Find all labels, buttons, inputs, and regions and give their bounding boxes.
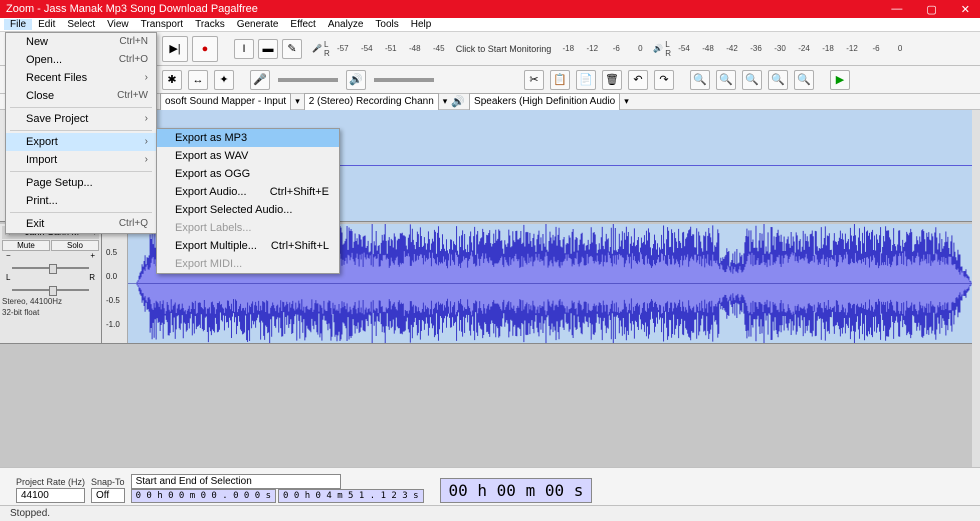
project-rate-select[interactable]: 44100 bbox=[16, 488, 85, 503]
rec-channels-select[interactable]: 2 (Stereo) Recording Chann bbox=[304, 93, 439, 111]
title-bar: Zoom - Jass Manak Mp3 Song Download Paga… bbox=[0, 0, 980, 18]
snap-to-select[interactable]: Off bbox=[91, 488, 125, 503]
timeshift-tool-icon[interactable]: ↔ bbox=[188, 70, 208, 90]
menu-help[interactable]: Help bbox=[405, 19, 438, 30]
file-menu-item[interactable]: Print... bbox=[6, 192, 156, 210]
close-button[interactable]: ✕ bbox=[961, 3, 970, 16]
paste-icon[interactable]: 📄 bbox=[576, 70, 596, 90]
snap-to-label: Snap-To bbox=[91, 477, 125, 487]
trim-icon[interactable]: 🗑 bbox=[602, 70, 622, 90]
monitor-label[interactable]: Click to Start Monitoring bbox=[452, 44, 556, 54]
maximize-button[interactable]: ▢ bbox=[926, 3, 936, 16]
window-controls: — ▢ ✕ bbox=[891, 3, 974, 16]
menu-edit[interactable]: Edit bbox=[32, 19, 61, 30]
file-menu-item[interactable]: Page Setup... bbox=[6, 174, 156, 192]
gain-slider[interactable] bbox=[2, 263, 99, 273]
file-menu-item[interactable]: Import› bbox=[6, 151, 156, 169]
file-menu-dropdown: NewCtrl+NOpen...Ctrl+ORecent Files›Close… bbox=[5, 32, 157, 234]
record-button[interactable]: ● bbox=[192, 36, 218, 62]
export-menu-item[interactable]: Export as OGG bbox=[157, 165, 339, 183]
selection-format-select[interactable]: Start and End of Selection bbox=[131, 474, 341, 489]
export-menu-item[interactable]: Export Selected Audio... bbox=[157, 201, 339, 219]
cut-icon[interactable]: ✂ bbox=[524, 70, 544, 90]
menu-analyze[interactable]: Analyze bbox=[322, 19, 370, 30]
pan-slider[interactable] bbox=[2, 285, 99, 295]
play-button[interactable]: ▶ bbox=[830, 70, 850, 90]
menu-tools[interactable]: Tools bbox=[369, 19, 404, 30]
zoom-in-icon[interactable]: 🔍 bbox=[690, 70, 710, 90]
speaker-device-icon: 🔊 bbox=[451, 95, 465, 108]
redo-icon[interactable]: ↷ bbox=[654, 70, 674, 90]
zoom-toggle-icon[interactable]: 🔍 bbox=[794, 70, 814, 90]
window-title: Zoom - Jass Manak Mp3 Song Download Paga… bbox=[6, 3, 891, 15]
menu-tracks[interactable]: Tracks bbox=[189, 19, 231, 30]
menu-select[interactable]: Select bbox=[61, 19, 101, 30]
menu-effect[interactable]: Effect bbox=[284, 19, 321, 30]
copy-icon[interactable]: 📋 bbox=[550, 70, 570, 90]
export-menu-item[interactable]: Export Audio...Ctrl+Shift+E bbox=[157, 183, 339, 201]
menu-generate[interactable]: Generate bbox=[231, 19, 285, 30]
file-menu-item[interactable]: Recent Files› bbox=[6, 69, 156, 87]
track-2-header[interactable]: ✕Jann Gann M▾ MuteSolo −+ LR Stereo, 441… bbox=[0, 224, 102, 343]
file-menu-item[interactable]: ExitCtrl+Q bbox=[6, 215, 156, 233]
selection-tool-icon[interactable]: I bbox=[234, 39, 254, 59]
export-menu-item: Export Labels... bbox=[157, 219, 339, 237]
export-menu-item[interactable]: Export as MP3 bbox=[157, 129, 339, 147]
skip-end-button[interactable]: ▶| bbox=[162, 36, 188, 62]
draw-tool-icon[interactable]: ✎ bbox=[282, 39, 302, 59]
file-menu-item[interactable]: Save Project› bbox=[6, 110, 156, 128]
vertical-scrollbar[interactable] bbox=[972, 110, 980, 467]
selection-end[interactable]: 0 0 h 0 4 m 5 1 . 1 2 3 s bbox=[278, 489, 423, 503]
mic-icon: 🎤 bbox=[312, 44, 322, 53]
play-volume-slider[interactable] bbox=[374, 78, 434, 82]
selection-toolbar: Project Rate (Hz) 44100 Snap-To Off Star… bbox=[0, 468, 980, 506]
play-vol-icon[interactable]: 🔊 bbox=[346, 70, 366, 90]
file-menu-item[interactable]: Export› bbox=[6, 133, 156, 151]
export-menu-item[interactable]: Export Multiple...Ctrl+Shift+L bbox=[157, 237, 339, 255]
track-format-info: Stereo, 44100Hz bbox=[2, 297, 99, 306]
mute-button[interactable]: Mute bbox=[2, 240, 50, 251]
solo-button[interactable]: Solo bbox=[51, 240, 99, 251]
file-menu-item[interactable]: CloseCtrl+W bbox=[6, 87, 156, 105]
rec-vol-icon[interactable]: 🎤 bbox=[250, 70, 270, 90]
menu-transport[interactable]: Transport bbox=[135, 19, 189, 30]
playback-device-select[interactable]: Speakers (High Definition Audio bbox=[469, 93, 620, 111]
audio-host-select[interactable]: osoft Sound Mapper - Input bbox=[160, 93, 291, 111]
file-menu-item[interactable]: Open...Ctrl+O bbox=[6, 51, 156, 69]
project-rate-label: Project Rate (Hz) bbox=[16, 477, 85, 487]
track-2-vscale: 1.00.50.0-0.5-1.0 bbox=[102, 224, 128, 343]
recording-meter[interactable]: 🎤 LR -57 -54 -51 -48 -45 Click to Start … bbox=[312, 40, 980, 58]
export-submenu: Export as MP3Export as WAVExport as OGGE… bbox=[156, 128, 340, 274]
status-bar: Project Rate (Hz) 44100 Snap-To Off Star… bbox=[0, 467, 980, 521]
export-menu-item: Export MIDI... bbox=[157, 255, 339, 273]
menu-view[interactable]: View bbox=[101, 19, 135, 30]
speaker-icon: 🔊 bbox=[653, 44, 663, 53]
minimize-button[interactable]: — bbox=[891, 3, 902, 16]
zoom-sel-icon[interactable]: 🔍 bbox=[742, 70, 762, 90]
undo-icon[interactable]: ↶ bbox=[628, 70, 648, 90]
track-2: ✕Jann Gann M▾ MuteSolo −+ LR Stereo, 441… bbox=[0, 224, 972, 344]
audio-position[interactable]: 00 h 00 m 00 s bbox=[440, 478, 593, 503]
menu-file[interactable]: File bbox=[4, 19, 32, 30]
meter-l-label: LR bbox=[324, 40, 330, 58]
zoom-fit-icon[interactable]: 🔍 bbox=[768, 70, 788, 90]
file-menu-item[interactable]: NewCtrl+N bbox=[6, 33, 156, 51]
status-text: Stopped. bbox=[0, 506, 980, 521]
export-menu-item[interactable]: Export as WAV bbox=[157, 147, 339, 165]
selection-start[interactable]: 0 0 h 0 0 m 0 0 . 0 0 0 s bbox=[131, 489, 276, 503]
rec-volume-slider[interactable] bbox=[278, 78, 338, 82]
multi-tool-icon[interactable]: ✦ bbox=[214, 70, 234, 90]
envelope-tool-icon[interactable]: ▬ bbox=[258, 39, 278, 59]
zoom-tool-icon[interactable]: ✱ bbox=[162, 70, 182, 90]
zoom-out-icon[interactable]: 🔍 bbox=[716, 70, 736, 90]
menu-bar: File Edit Select View Transport Tracks G… bbox=[0, 18, 980, 32]
